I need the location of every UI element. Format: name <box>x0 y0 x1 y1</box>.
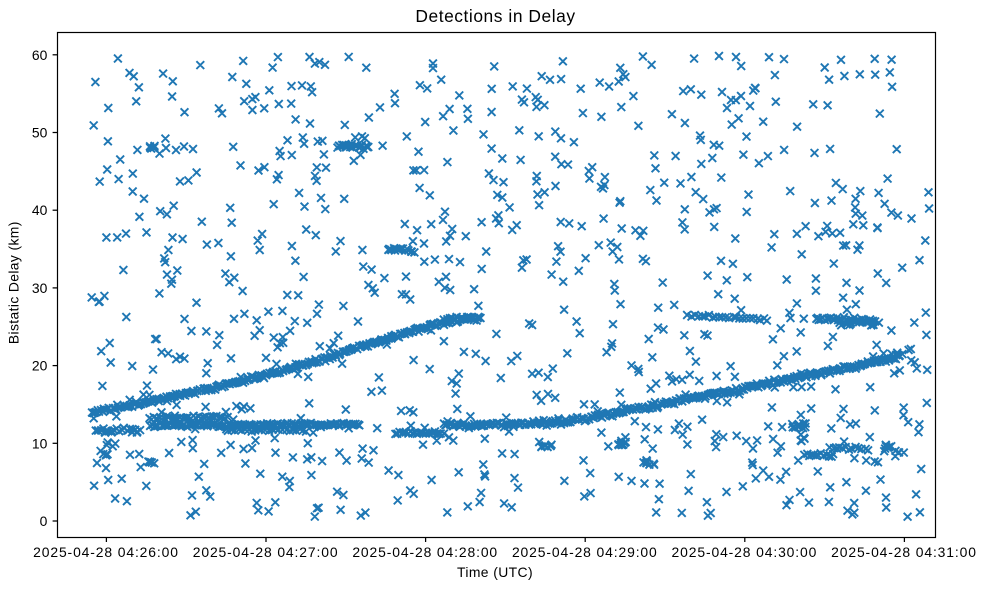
svg-text:Bistatic Delay (km): Bistatic Delay (km) <box>6 221 22 344</box>
svg-text:2025-04-28 04:31:00: 2025-04-28 04:31:00 <box>831 544 977 560</box>
svg-text:Time (UTC): Time (UTC) <box>457 564 533 580</box>
svg-text:60: 60 <box>32 47 48 63</box>
svg-text:2025-04-28 04:30:00: 2025-04-28 04:30:00 <box>672 544 818 560</box>
svg-text:0: 0 <box>40 513 48 529</box>
svg-text:2025-04-28 04:26:00: 2025-04-28 04:26:00 <box>33 544 179 560</box>
svg-text:50: 50 <box>32 125 48 141</box>
svg-text:10: 10 <box>32 435 48 451</box>
svg-text:2025-04-28 04:27:00: 2025-04-28 04:27:00 <box>193 544 339 560</box>
svg-text:20: 20 <box>32 358 48 374</box>
svg-text:40: 40 <box>32 202 48 218</box>
svg-text:Detections in Delay: Detections in Delay <box>415 6 575 26</box>
svg-text:2025-04-28 04:29:00: 2025-04-28 04:29:00 <box>512 544 658 560</box>
svg-text:30: 30 <box>32 280 48 296</box>
svg-text:2025-04-28 04:28:00: 2025-04-28 04:28:00 <box>352 544 498 560</box>
